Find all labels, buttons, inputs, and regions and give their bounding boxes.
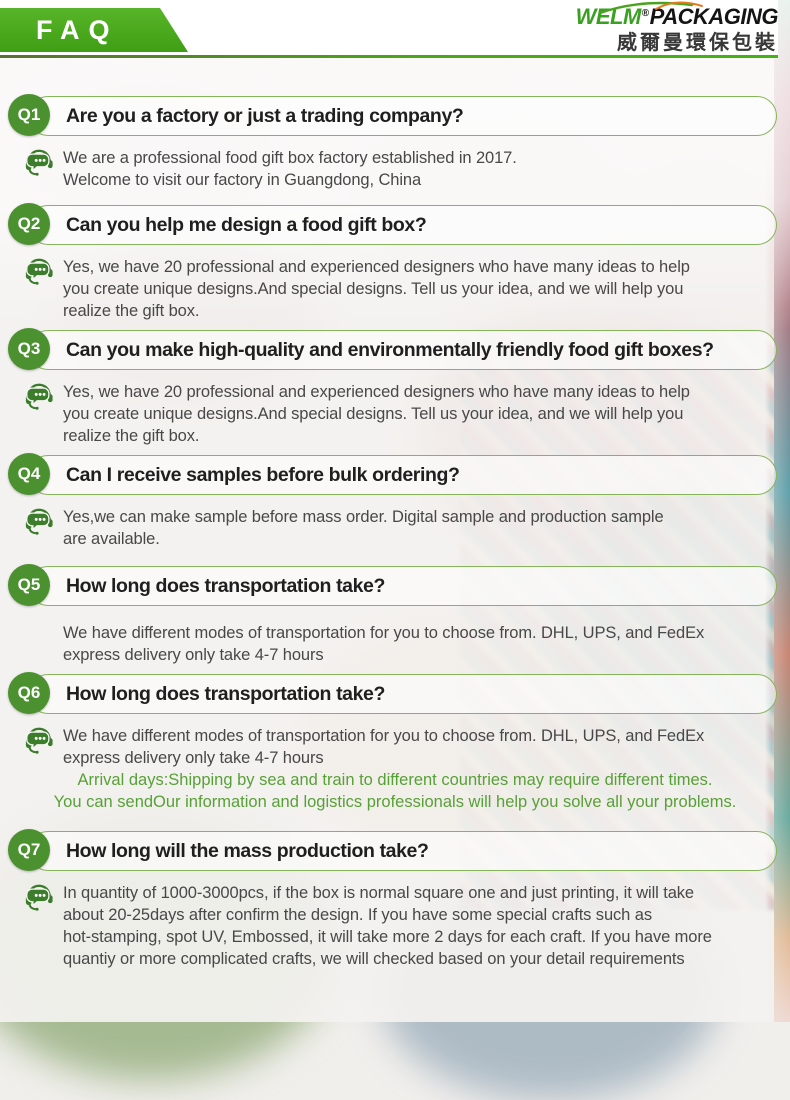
answer-line: Yes, we have 20 professional and experie…: [63, 258, 690, 276]
registered-mark-icon: ®: [641, 8, 649, 19]
chat-headset-icon: [24, 726, 54, 756]
answer-line: In quantity of 1000-3000pcs, if the box …: [63, 884, 695, 902]
answer-line: We have different modes of transportatio…: [63, 727, 705, 745]
question-text: Can you help me design a food gift box?: [66, 213, 427, 236]
question-pill: How long will the mass production take?: [28, 831, 777, 871]
question-row: How long does transportation take? Q5: [0, 564, 790, 606]
answer-line: express delivery only take 4-7 hours: [63, 749, 324, 767]
faq-item: Can I receive samples before bulk orderi…: [0, 453, 790, 550]
chat-headset-icon: [24, 883, 54, 913]
question-number-badge: Q2: [8, 203, 50, 245]
answer-row: We have different modes of transportatio…: [0, 725, 790, 769]
answer-line: We have different modes of transportatio…: [63, 624, 705, 642]
answer-line: Yes, we have 20 professional and experie…: [63, 383, 690, 401]
answer-line: Yes,we can make sample before mass order…: [63, 508, 664, 526]
answer-text: We have different modes of transportatio…: [63, 622, 704, 666]
faq-item: How long does transportation take? Q5 We: [0, 564, 790, 666]
page-title: FAQ: [36, 14, 119, 45]
question-pill: How long does transportation take?: [28, 674, 777, 714]
question-row: Are you a factory or just a trading comp…: [0, 94, 790, 136]
faq-item: How long will the mass production take? …: [0, 829, 790, 970]
answer-row: We have different modes of transportatio…: [0, 622, 790, 666]
answer-line: express delivery only take 4-7 hours: [63, 646, 324, 664]
question-text: How long does transportation take?: [66, 682, 386, 705]
faq-page: FAQ WELM ® PACKAGING 威爾曼環保包裝 Are you a f…: [0, 0, 790, 970]
answer-line: realize the gift box.: [63, 427, 200, 445]
answer-line: quantiy or more complicated crafts, we w…: [63, 950, 685, 968]
question-text: How long will the mass production take?: [66, 839, 429, 862]
faq-item: Can you make high-quality and environmen…: [0, 328, 790, 447]
faq-list: Are you a factory or just a trading comp…: [0, 94, 790, 970]
question-pill: Are you a factory or just a trading comp…: [28, 96, 777, 136]
answer-line: We are a professional food gift box fact…: [63, 149, 517, 167]
highlight-line: Arrival days:Shipping by sea and train t…: [77, 771, 713, 789]
answer-row: Yes, we have 20 professional and experie…: [0, 381, 790, 447]
question-text: Can I receive samples before bulk orderi…: [66, 463, 460, 486]
question-row: How long will the mass production take? …: [0, 829, 790, 871]
question-text: Are you a factory or just a trading comp…: [66, 104, 464, 127]
answer-row: Yes, we have 20 professional and experie…: [0, 256, 790, 322]
question-pill: Can you make high-quality and environmen…: [28, 330, 777, 370]
answer-text: Yes, we have 20 professional and experie…: [63, 256, 690, 322]
question-pill: Can I receive samples before bulk orderi…: [28, 455, 777, 495]
answer-line: about 20-25days after confirm the design…: [63, 906, 652, 924]
question-number-badge: Q6: [8, 672, 50, 714]
answer-line: Welcome to visit our factory in Guangdon…: [63, 171, 422, 189]
answer-line: you create unique designs.And special de…: [63, 405, 684, 423]
question-row: Can you make high-quality and environmen…: [0, 328, 790, 370]
question-number-badge: Q1: [8, 94, 50, 136]
question-row: How long does transportation take? Q6: [0, 672, 790, 714]
answer-row: We are a professional food gift box fact…: [0, 147, 790, 191]
question-pill: Can you help me design a food gift box?: [28, 205, 777, 245]
faq-title-banner: FAQ: [0, 8, 188, 52]
question-number-badge: Q5: [8, 564, 50, 606]
answer-line: hot-stamping, spot UV, Embossed, it will…: [63, 928, 712, 946]
question-number-badge: Q3: [8, 328, 50, 370]
question-text: Can you make high-quality and environmen…: [66, 338, 714, 361]
answer-row: In quantity of 1000-3000pcs, if the box …: [0, 882, 790, 970]
question-text: How long does transportation take?: [66, 574, 386, 597]
leaf-swoosh-icon: [598, 1, 703, 14]
question-row: Can you help me design a food gift box? …: [0, 203, 790, 245]
answer-text: We have different modes of transportatio…: [63, 725, 704, 769]
chat-headset-icon: [24, 257, 54, 287]
chat-headset-icon: [24, 382, 54, 412]
faq-item: Are you a factory or just a trading comp…: [0, 94, 790, 191]
highlight-line: You can sendOur information and logistic…: [53, 793, 737, 811]
question-pill: How long does transportation take?: [28, 566, 777, 606]
answer-text: Yes, we have 20 professional and experie…: [63, 381, 690, 447]
faq-item: How long does transportation take? Q6 We: [0, 672, 790, 813]
brand-logo: WELM ® PACKAGING 威爾曼環保包裝: [576, 1, 779, 55]
answer-text: In quantity of 1000-3000pcs, if the box …: [63, 882, 712, 970]
answer-text: Yes,we can make sample before mass order…: [63, 506, 664, 550]
faq-item: Can you help me design a food gift box? …: [0, 203, 790, 322]
page-header: FAQ WELM ® PACKAGING 威爾曼環保包裝: [0, 0, 790, 58]
answer-highlight: Arrival days:Shipping by sea and train t…: [0, 769, 790, 813]
chat-headset-icon: [24, 148, 54, 178]
question-number-badge: Q7: [8, 829, 50, 871]
answer-line: you create unique designs.And special de…: [63, 280, 684, 298]
answer-line: realize the gift box.: [63, 302, 200, 320]
header-divider: [0, 55, 778, 58]
answer-line: are available.: [63, 530, 160, 548]
brand-chinese-tagline: 威爾曼環保包裝: [617, 32, 778, 54]
brand-name: WELM: [575, 4, 642, 29]
question-number-badge: Q4: [8, 453, 50, 495]
answer-row: Yes,we can make sample before mass order…: [0, 506, 790, 550]
brand-suffix: PACKAGING: [649, 4, 779, 29]
answer-text: We are a professional food gift box fact…: [63, 147, 517, 191]
chat-headset-icon: [24, 507, 54, 537]
brand-wordmark: WELM ® PACKAGING: [576, 4, 779, 29]
question-row: Can I receive samples before bulk orderi…: [0, 453, 790, 495]
